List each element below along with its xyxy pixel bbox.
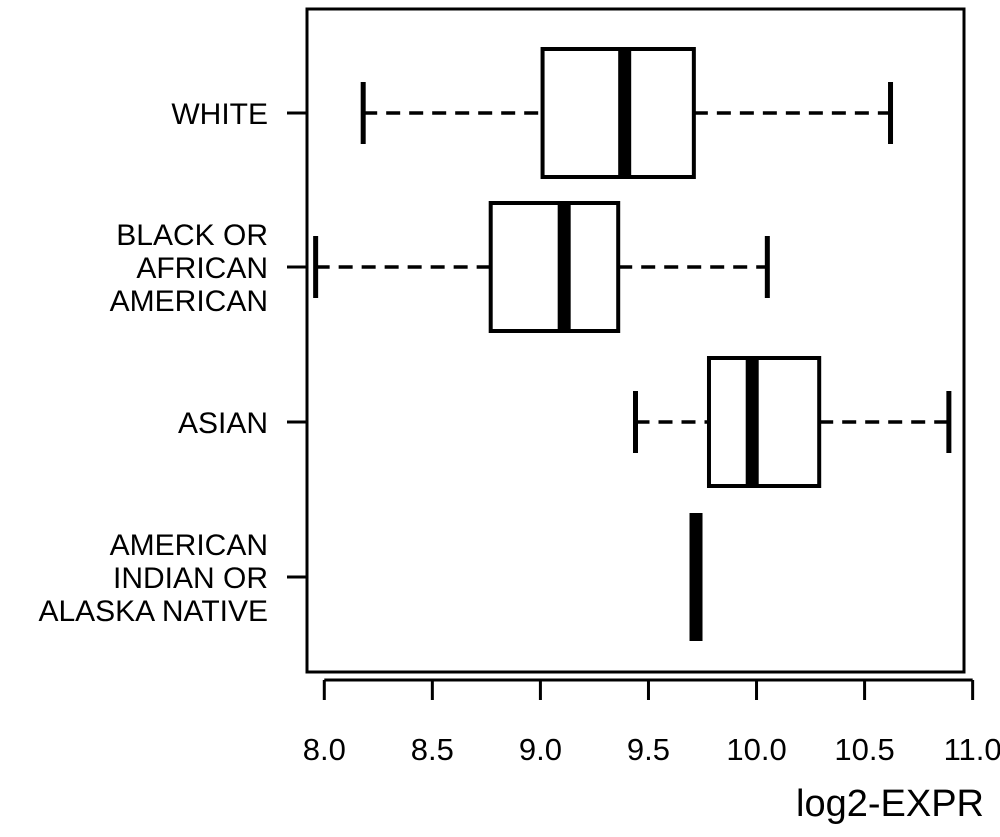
box-rect-1 (488, 201, 621, 333)
y-tick-label-3-0: AMERICAN (110, 529, 268, 562)
boxes (313, 47, 952, 641)
y-tick-label-3-2: ALASKA NATIVE (38, 595, 268, 628)
plot-frame (305, 7, 966, 674)
x-tick-label-6: 11.0 (944, 732, 1000, 767)
y-tick-label-1-0: BLACK OR (116, 219, 268, 252)
box-1 (313, 201, 770, 333)
y-tick-label-1-2: AMERICAN (110, 285, 268, 318)
box-0 (360, 47, 894, 179)
x-tick-label-3: 9.5 (627, 732, 670, 767)
x-tick-label-4: 10.0 (726, 732, 786, 767)
y-tick-label-1-1: AFRICAN (136, 252, 268, 285)
y-tick-label-0-0: WHITE (171, 98, 268, 131)
x-tick-label-2: 9.0 (519, 732, 562, 767)
x-axis-label: log2-EXPR (796, 783, 984, 825)
y-tick-label-2-0: ASIAN (178, 407, 268, 440)
x-tick-label-1: 8.5 (411, 732, 454, 767)
x-tick-label-5: 10.5 (834, 732, 894, 767)
x-tick-label-0: 8.0 (303, 732, 346, 767)
x-axis: 8.0 8.5 9.0 9.5 10.0 10.5 11.0 (303, 678, 1000, 767)
box-2 (633, 356, 952, 488)
y-tick-label-3-1: INDIAN OR (113, 562, 268, 595)
box-rect-2 (706, 356, 822, 488)
